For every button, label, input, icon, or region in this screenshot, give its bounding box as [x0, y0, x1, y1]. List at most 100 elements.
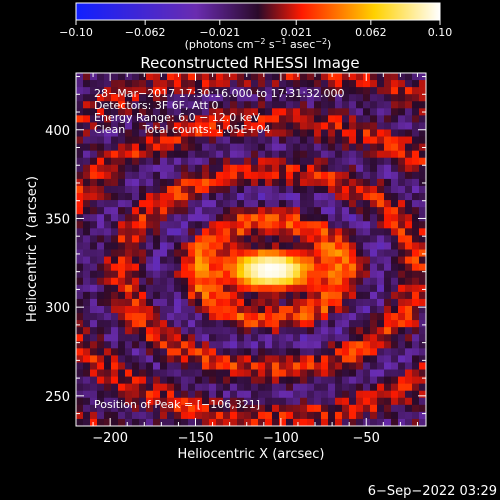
- image-pixel: [174, 115, 182, 123]
- image-pixel: [286, 362, 294, 370]
- image-pixel: [125, 341, 133, 349]
- image-pixel: [139, 313, 147, 321]
- image-pixel: [370, 235, 378, 243]
- image-pixel: [377, 80, 385, 88]
- image-pixel: [307, 115, 315, 123]
- image-pixel: [209, 404, 217, 413]
- image-pixel: [293, 193, 301, 201]
- image-pixel: [118, 80, 126, 88]
- image-pixel: [293, 249, 301, 257]
- image-pixel: [335, 73, 343, 81]
- image-pixel: [209, 221, 217, 229]
- image-pixel: [139, 242, 147, 250]
- image-pixel: [244, 214, 252, 222]
- image-pixel: [412, 348, 420, 356]
- image-pixel: [181, 327, 189, 335]
- image-pixel: [398, 235, 406, 243]
- image-pixel: [328, 143, 336, 152]
- image-pixel: [216, 305, 224, 314]
- image-pixel: [300, 348, 308, 356]
- image-pixel: [188, 122, 196, 130]
- image-pixel: [181, 263, 189, 272]
- image-pixel: [293, 221, 301, 229]
- image-pixel: [216, 143, 224, 152]
- image-pixel: [181, 256, 189, 265]
- image-pixel: [419, 101, 427, 109]
- image-pixel: [349, 228, 357, 236]
- image-pixel: [342, 73, 350, 81]
- image-pixel: [167, 101, 175, 109]
- image-pixels: [76, 73, 427, 427]
- image-pixel: [286, 369, 294, 377]
- image-pixel: [83, 235, 91, 243]
- image-pixel: [384, 362, 392, 370]
- image-pixel: [195, 143, 203, 152]
- image-pixel: [230, 214, 238, 222]
- image-pixel: [97, 411, 105, 420]
- image-pixel: [244, 298, 252, 307]
- image-pixel: [307, 327, 315, 335]
- image-pixel: [195, 284, 203, 293]
- image-pixel: [293, 291, 301, 300]
- image-pixel: [419, 383, 427, 392]
- image-pixel: [202, 193, 210, 201]
- image-pixel: [405, 362, 413, 370]
- image-pixel: [377, 341, 385, 349]
- image-pixel: [83, 94, 91, 102]
- image-pixel: [202, 80, 210, 88]
- image-pixel: [356, 390, 364, 399]
- image-pixel: [412, 87, 420, 95]
- annotation-energy: Energy Range: 6.0 − 12.0 keV: [94, 111, 261, 124]
- image-pixel: [300, 178, 308, 187]
- image-pixel: [104, 284, 112, 293]
- image-pixel: [342, 411, 350, 420]
- image-pixel: [244, 87, 252, 95]
- image-pixel: [139, 277, 147, 286]
- image-pixel: [321, 305, 329, 314]
- image-pixel: [237, 249, 245, 257]
- image-pixel: [307, 143, 315, 152]
- image-pixel: [160, 242, 168, 250]
- image-pixel: [111, 376, 119, 385]
- image-pixel: [335, 404, 343, 413]
- image-pixel: [398, 242, 406, 250]
- image-pixel: [279, 73, 287, 81]
- image-pixel: [174, 185, 182, 194]
- image-pixel: [412, 207, 420, 215]
- x-tick-label: −50: [353, 431, 380, 446]
- image-pixel: [174, 383, 182, 392]
- image-pixel: [125, 270, 133, 279]
- image-pixel: [300, 235, 308, 243]
- image-pixel: [321, 80, 329, 88]
- image-pixel: [377, 101, 385, 109]
- image-pixel: [300, 355, 308, 363]
- image-pixel: [90, 404, 98, 413]
- image-pixel: [251, 348, 259, 356]
- image-pixel: [160, 108, 168, 116]
- image-pixel: [188, 291, 196, 300]
- image-pixel: [300, 320, 308, 328]
- image-pixel: [349, 305, 357, 314]
- image-pixel: [125, 214, 133, 222]
- image-pixel: [370, 376, 378, 385]
- image-pixel: [230, 355, 238, 363]
- image-pixel: [398, 185, 406, 194]
- image-pixel: [398, 334, 406, 342]
- image-pixel: [188, 256, 196, 265]
- image-pixel: [76, 150, 84, 159]
- image-pixel: [76, 185, 84, 194]
- image-pixel: [153, 411, 161, 420]
- image-pixel: [244, 334, 252, 342]
- image-pixel: [370, 108, 378, 116]
- image-pixel: [104, 101, 112, 109]
- image-pixel: [307, 150, 315, 159]
- image-pixel: [279, 242, 287, 250]
- image-pixel: [335, 171, 343, 180]
- image-pixel: [118, 334, 126, 342]
- image-pixel: [230, 164, 238, 173]
- image-pixel: [237, 348, 245, 356]
- image-pixel: [349, 178, 357, 187]
- image-pixel: [363, 320, 371, 328]
- image-pixel: [391, 334, 399, 342]
- image-pixel: [363, 129, 371, 137]
